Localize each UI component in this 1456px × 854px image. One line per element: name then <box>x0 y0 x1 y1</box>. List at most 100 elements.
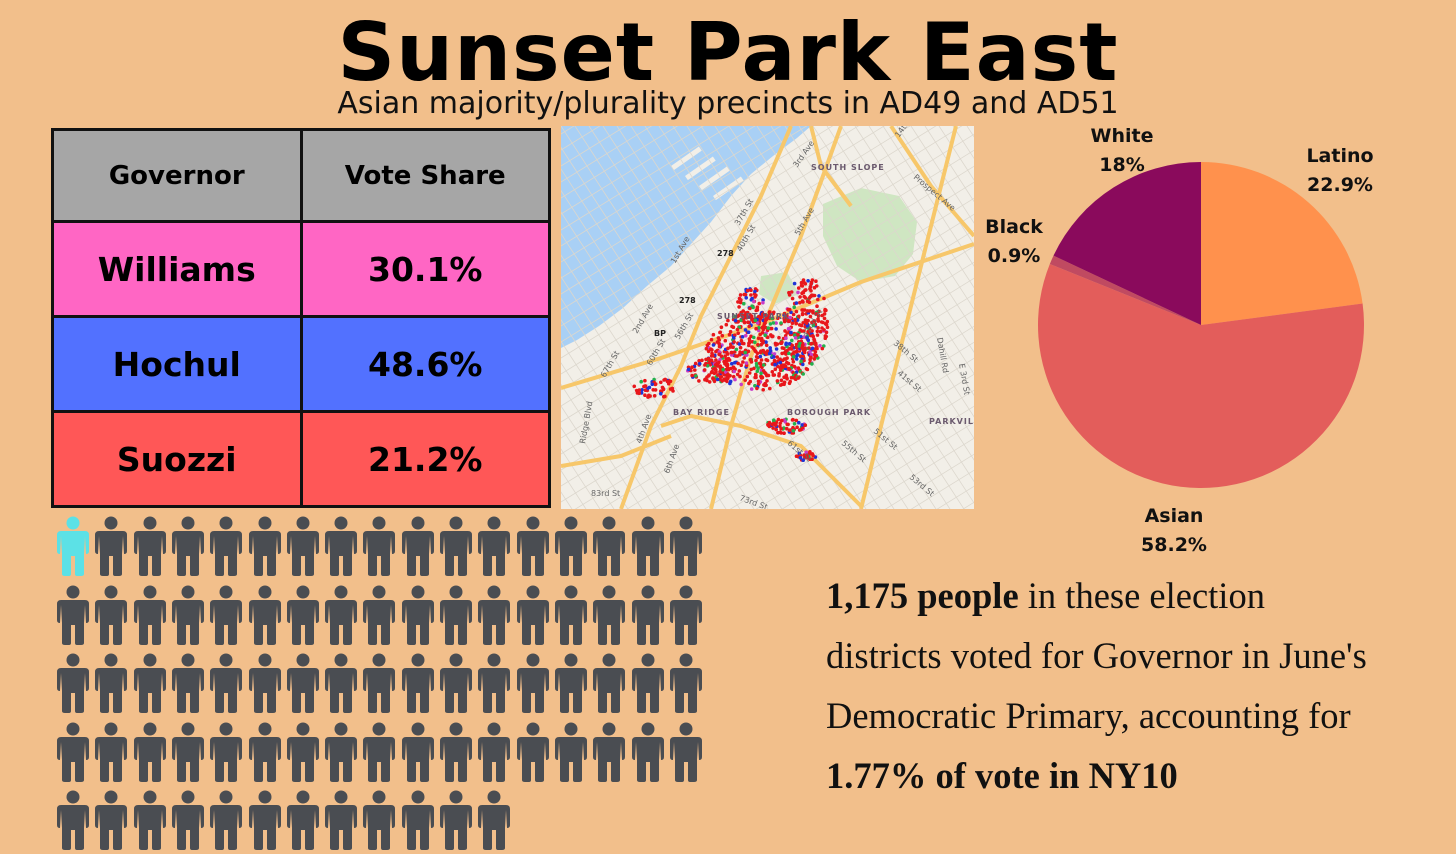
person-icon <box>92 516 130 576</box>
precinct-dot <box>760 312 765 316</box>
precinct-dot <box>791 417 795 422</box>
precinct-dot <box>800 423 804 427</box>
person-icon <box>629 722 667 782</box>
person-icon <box>399 653 437 713</box>
vote-percentage: 1.77% of vote in NY10 <box>826 755 1178 796</box>
precinct-dot <box>765 379 769 383</box>
precinct-dot <box>766 423 771 428</box>
map-street <box>561 126 859 311</box>
map-street <box>882 126 974 267</box>
map-street <box>561 126 834 295</box>
map-pier <box>713 176 744 201</box>
person-icon <box>667 516 705 576</box>
person-icon <box>207 653 245 713</box>
precinct-dot <box>717 352 721 357</box>
precinct-dot <box>743 313 747 317</box>
precinct-dot <box>788 315 792 320</box>
person-icon <box>629 516 667 576</box>
map-street <box>600 277 974 509</box>
person-icon <box>207 790 245 850</box>
precinct-dot <box>820 313 824 318</box>
table-row: Williams 30.1% <box>51 220 551 318</box>
precinct-dot <box>738 374 742 379</box>
precinct-dot <box>782 382 786 387</box>
precinct-dot <box>793 336 798 340</box>
precinct-dot <box>756 343 760 347</box>
precinct-dot <box>772 310 776 315</box>
person-icon <box>131 653 169 713</box>
precinct-dot <box>778 421 782 426</box>
precinct-dot <box>814 279 818 283</box>
precinct-dot <box>731 374 736 379</box>
precinct-dot <box>759 371 763 376</box>
precinct-dot <box>650 382 654 387</box>
precinct-dot <box>768 386 772 391</box>
precinct-dot <box>775 342 780 346</box>
precinct-dot <box>812 293 817 298</box>
person-icon <box>437 653 475 713</box>
precinct-dot <box>761 363 766 367</box>
precinct-dot <box>805 335 809 340</box>
precinct-dot <box>725 367 730 372</box>
precinct-dot <box>737 313 741 317</box>
precinct-dot <box>825 319 830 324</box>
precinct-dot <box>780 346 785 350</box>
person-icon <box>54 585 92 645</box>
map-street <box>658 126 909 509</box>
precinct-dot <box>796 333 800 337</box>
map-street <box>700 126 951 509</box>
precinct-dot <box>812 357 817 361</box>
precinct-dot <box>814 284 819 288</box>
precinct-dot <box>804 321 809 325</box>
precinct-dot <box>776 364 780 369</box>
person-icon <box>246 516 284 576</box>
map-street <box>868 126 974 289</box>
precinct-dot <box>754 355 759 359</box>
precinct-dot <box>793 317 797 322</box>
precinct-dot <box>702 368 707 372</box>
precinct-dot <box>711 343 716 347</box>
precinct-dot <box>712 379 717 384</box>
precinct-dot <box>761 298 765 302</box>
map-street <box>574 126 825 509</box>
precinct-dot <box>801 458 805 463</box>
precinct-dot <box>738 300 742 304</box>
precinct-dot <box>785 313 789 318</box>
precinct-dot <box>755 306 759 310</box>
precinct-dot <box>659 391 663 396</box>
precinct-dot <box>643 393 647 398</box>
map-street <box>854 126 974 310</box>
precinct-dot <box>764 372 768 376</box>
precinct-dot <box>703 377 707 382</box>
precinct-dot <box>754 375 758 380</box>
precinct-dot <box>753 318 758 323</box>
precinct-dot <box>735 327 740 332</box>
person-icon <box>131 585 169 645</box>
precinct-dot <box>639 379 643 384</box>
person-icon <box>552 516 590 576</box>
map-label: BP <box>654 329 666 338</box>
map-street <box>561 213 974 471</box>
precinct-dot <box>747 324 751 329</box>
precinct-dot <box>745 374 750 379</box>
precinct-dot <box>816 314 821 318</box>
precinct-dot <box>786 319 791 324</box>
pie-label-asian: Asian 58.2% <box>1114 502 1234 560</box>
precinct-dot <box>810 334 815 338</box>
map-street <box>561 126 679 199</box>
person-icon <box>169 722 207 782</box>
map-street <box>561 126 808 279</box>
precinct-dot <box>759 336 764 341</box>
precinct-dot <box>802 294 806 299</box>
precinct-dot <box>808 450 812 454</box>
precinct-dot <box>782 316 786 321</box>
precinct-dot <box>756 315 761 319</box>
precinct-dot <box>707 380 712 384</box>
precinct-dot <box>782 319 787 324</box>
precinct-dot <box>713 363 718 367</box>
summary-line-1: 1,175 people in these election <box>826 566 1456 626</box>
precinct-dot <box>785 422 789 427</box>
map-street <box>729 357 974 509</box>
precinct-dot <box>824 334 828 339</box>
precinct-dot <box>723 361 727 366</box>
